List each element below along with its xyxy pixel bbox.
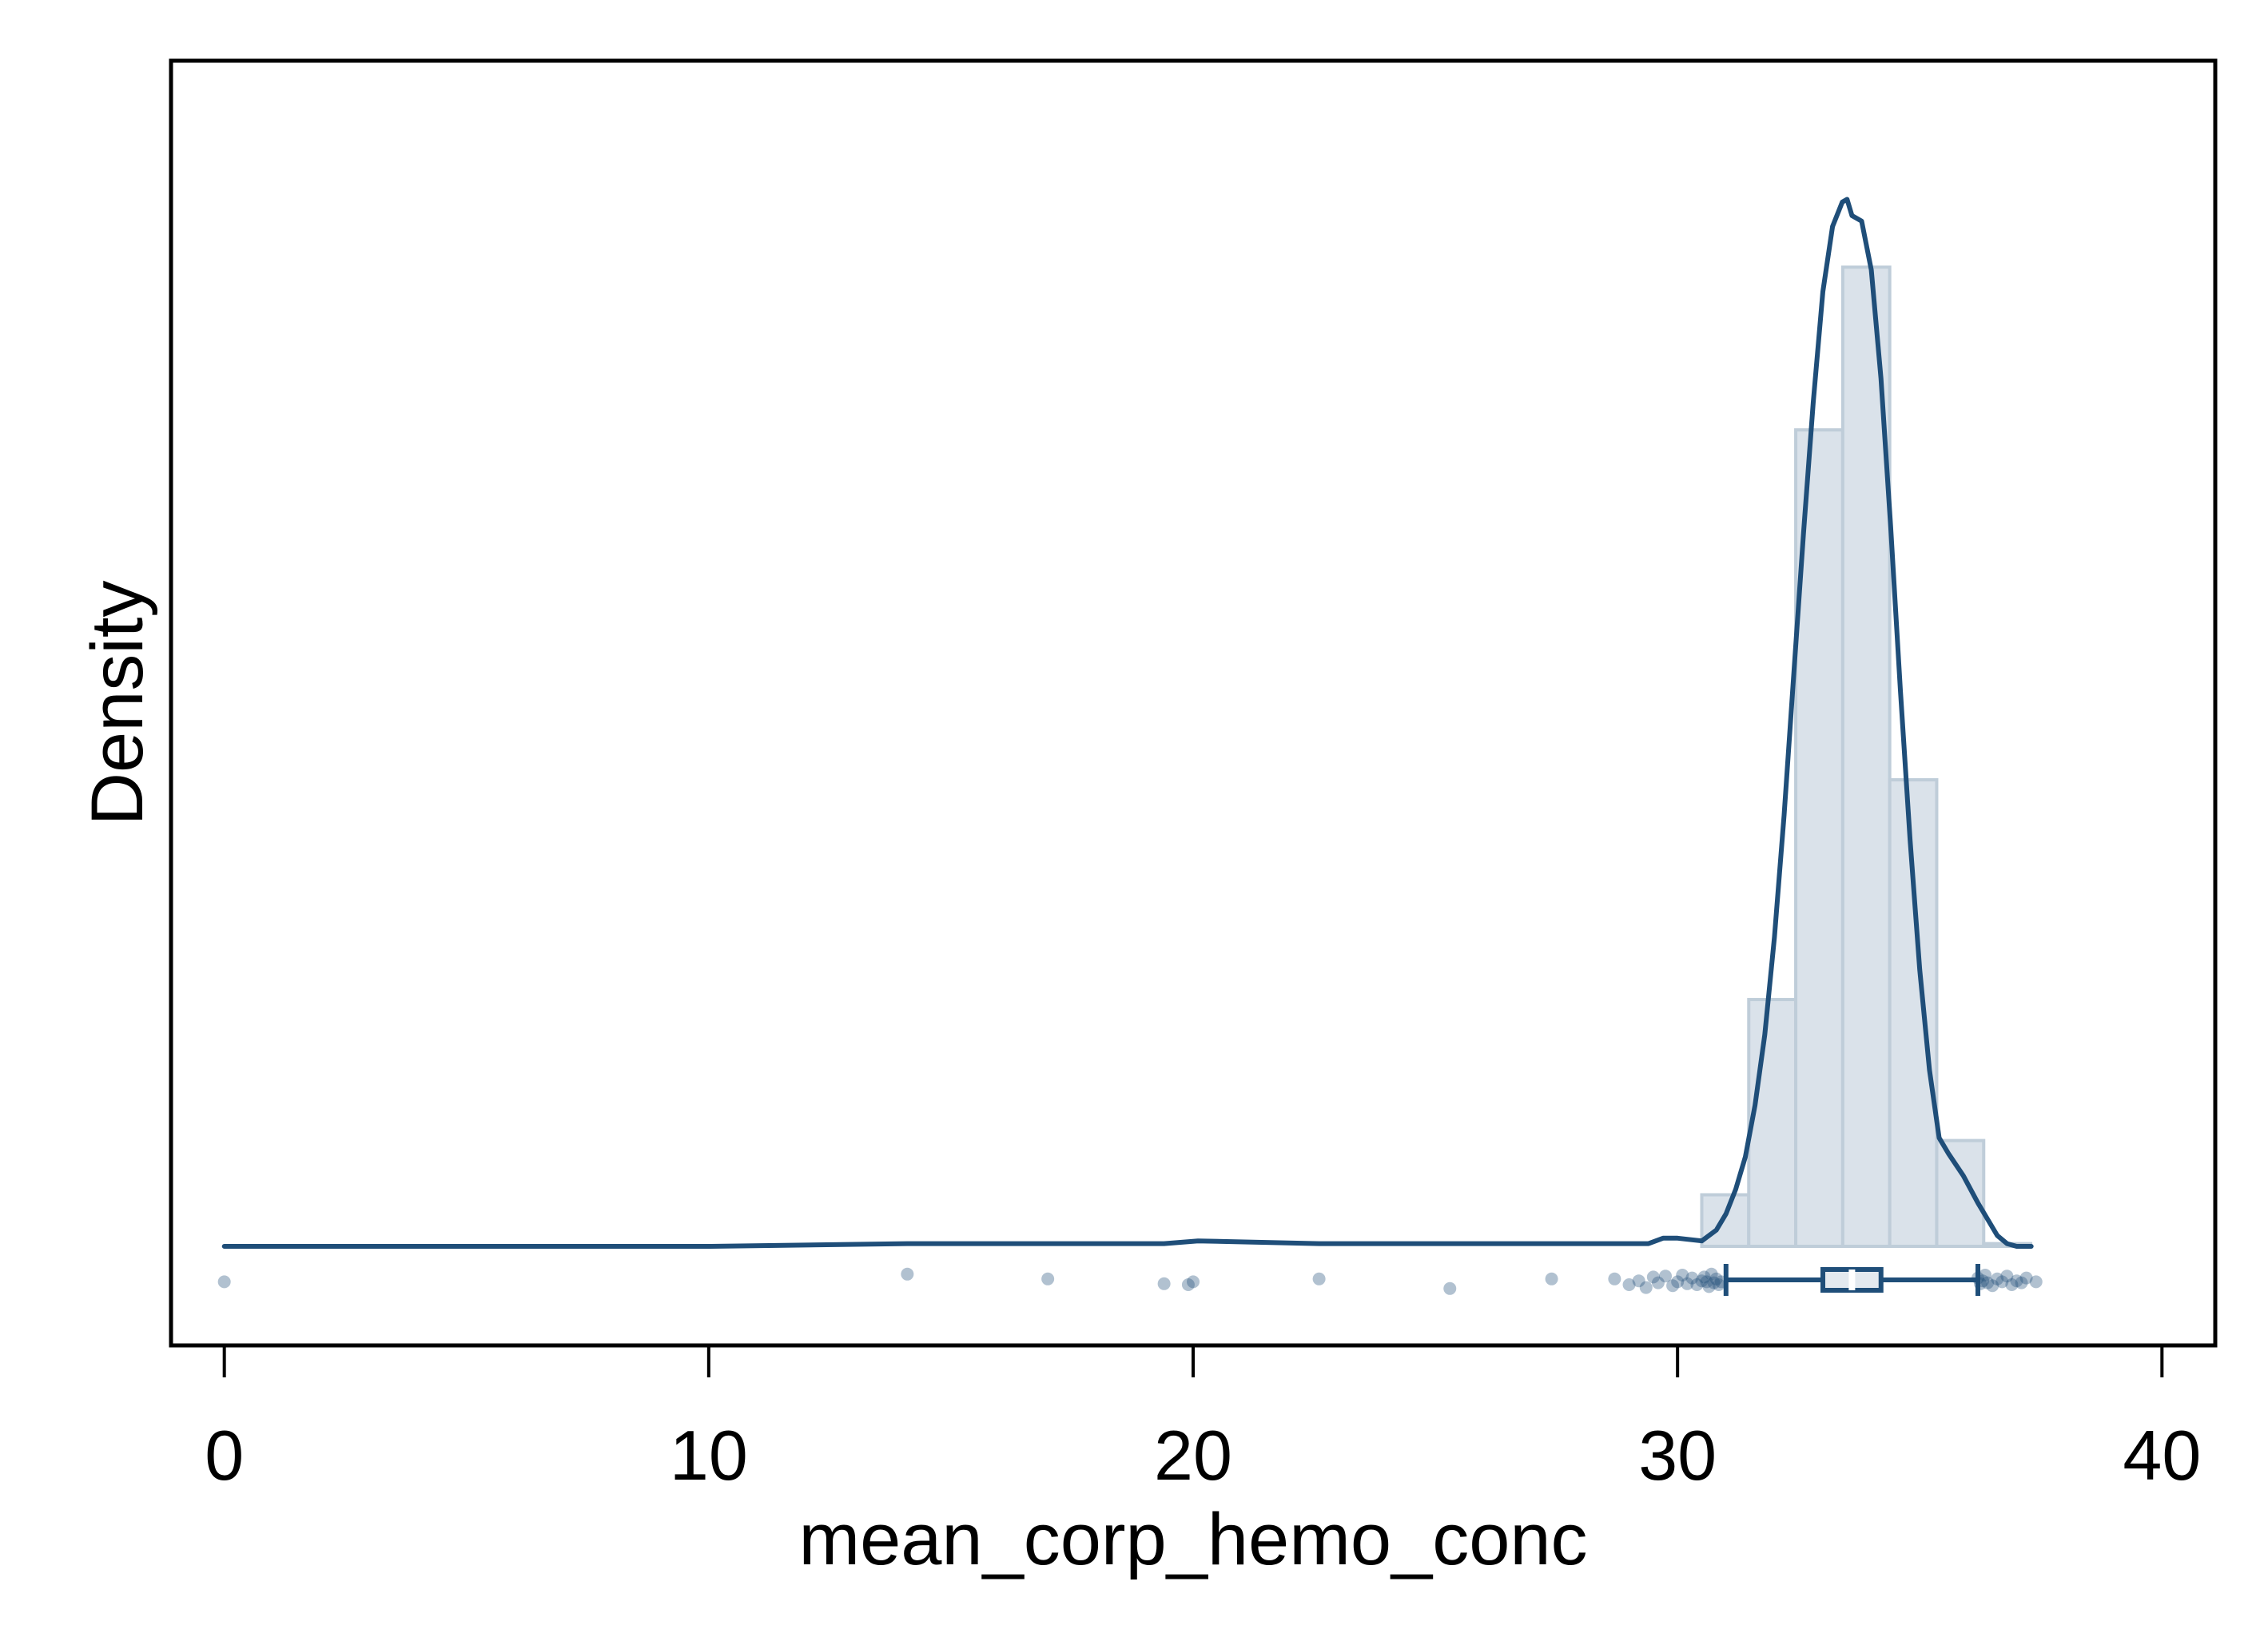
data-point — [1632, 1274, 1645, 1288]
data-point — [1312, 1272, 1326, 1285]
data-point — [1685, 1271, 1699, 1285]
data-point — [1697, 1270, 1711, 1284]
data-point — [2010, 1274, 2023, 1288]
data-point — [2015, 1276, 2028, 1289]
data-point — [1681, 1277, 1694, 1290]
data-point — [1659, 1270, 1673, 1283]
histogram-bar — [1747, 998, 1798, 1249]
x-tick-label: 30 — [1638, 1416, 1717, 1495]
data-point — [1671, 1275, 1685, 1289]
data-point — [1622, 1278, 1636, 1291]
data-point — [1979, 1269, 1992, 1281]
data-point — [1690, 1278, 1704, 1291]
x-tick-label: 20 — [1154, 1416, 1232, 1495]
x-tick-label: 40 — [2123, 1416, 2201, 1495]
histogram-bar — [1935, 1138, 1986, 1248]
data-point — [2029, 1275, 2043, 1289]
data-point — [1676, 1269, 1689, 1281]
data-point — [1639, 1281, 1653, 1294]
histogram-bars — [1700, 265, 2033, 1249]
data-point — [1041, 1272, 1055, 1285]
horizontal-boxplot — [1723, 1264, 1980, 1296]
kde-curve-group — [221, 197, 2034, 1249]
data-point — [901, 1267, 914, 1281]
data-point — [217, 1275, 231, 1289]
data-point — [1181, 1278, 1195, 1291]
data-point — [1187, 1275, 1200, 1289]
data-point — [1991, 1272, 2004, 1285]
x-axis-title: mean_corp_hemo_conc — [798, 1499, 1587, 1580]
data-point — [1709, 1272, 1723, 1285]
data-point — [1646, 1270, 1660, 1284]
x-tick-label: 10 — [670, 1416, 748, 1495]
data-point — [1981, 1276, 1995, 1289]
data-point — [2019, 1271, 2033, 1285]
data-point — [1157, 1277, 1171, 1290]
data-point — [1712, 1278, 1725, 1291]
kde-line — [221, 197, 2034, 1249]
data-point — [2000, 1270, 2014, 1283]
data-point — [1545, 1272, 1558, 1285]
data-point — [1986, 1279, 1999, 1293]
data-point — [1443, 1281, 1457, 1295]
data-point — [1608, 1272, 1621, 1285]
x-axis-ticks: 0 10 20 30 40 — [205, 1345, 2201, 1495]
data-point — [1695, 1274, 1709, 1288]
data-point — [1705, 1267, 1718, 1281]
data-point — [1702, 1280, 1716, 1293]
data-point — [1651, 1276, 1665, 1289]
x-tick-label: 0 — [205, 1416, 244, 1495]
data-point — [1707, 1276, 1721, 1289]
data-point — [1666, 1279, 1680, 1293]
data-point — [1995, 1275, 2009, 1289]
y-axis-title: Density — [77, 581, 158, 826]
histogram-bar — [1840, 265, 1892, 1248]
data-point — [2005, 1278, 2019, 1291]
data-point — [1700, 1275, 1713, 1289]
